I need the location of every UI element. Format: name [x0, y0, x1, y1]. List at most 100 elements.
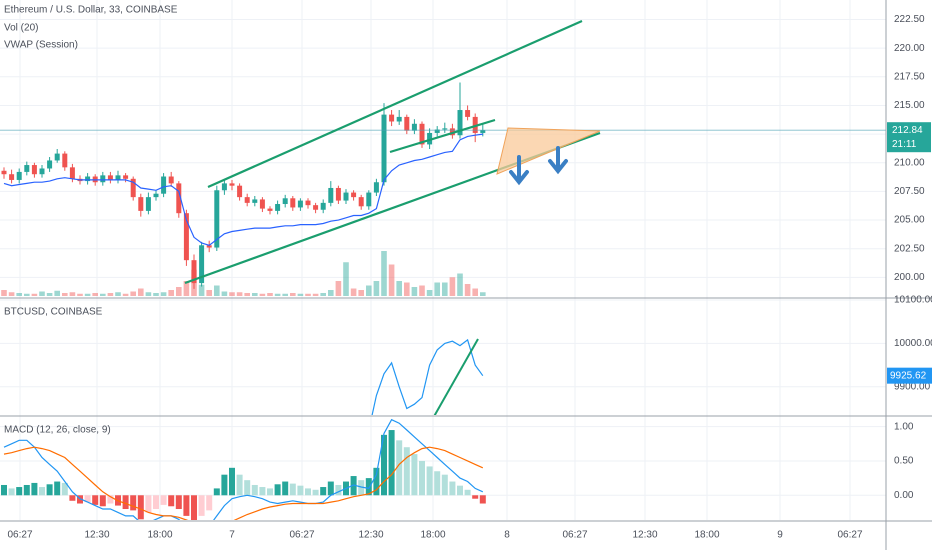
clip-group — [3, 446, 484, 520]
arrow-down — [509, 155, 529, 186]
volume-bar — [358, 290, 364, 296]
volume-bar — [107, 293, 114, 296]
last-value-tag — [887, 367, 932, 384]
candle-body — [153, 193, 159, 198]
arrow-down — [548, 146, 568, 175]
x-tick-label: 06:27 — [7, 530, 32, 541]
triangle — [496, 127, 601, 175]
histogram-bar — [282, 481, 289, 496]
macd-pane — [1, 430, 486, 520]
y-tick-label: 210.00 — [894, 157, 925, 168]
y-tick-label: 0.50 — [894, 456, 914, 467]
volume-bar — [198, 284, 205, 296]
volume-bar — [54, 290, 60, 296]
pane-title: MACD (12, 26, close, 9) — [4, 425, 111, 436]
volume-bar — [16, 293, 22, 296]
histogram-bar — [305, 488, 311, 496]
volume-bar — [381, 251, 387, 296]
volume-bar — [244, 293, 250, 296]
candle-body — [305, 200, 311, 206]
histogram-bar — [122, 495, 129, 510]
volume-bar — [320, 293, 326, 296]
volume-bar — [229, 292, 235, 296]
histogram-bar — [175, 495, 182, 510]
volume-bar — [92, 293, 98, 296]
volume-bar — [404, 282, 410, 296]
volume-bar — [480, 292, 486, 296]
candle-body — [138, 197, 144, 211]
histogram-bar — [99, 495, 106, 507]
candle-body — [206, 245, 212, 248]
histogram-bar — [244, 480, 251, 496]
x-tick-label: 7 — [229, 530, 235, 541]
candle-body — [176, 183, 182, 214]
x-tick-label: 12:30 — [358, 530, 383, 541]
marks — [0, 82, 886, 520]
volume-bar — [290, 293, 296, 296]
volume-bar — [31, 293, 38, 296]
volume-bar — [472, 288, 478, 296]
vwap-line — [3, 133, 483, 246]
histogram-bar — [137, 495, 144, 520]
volume-bar — [457, 273, 463, 296]
histogram-bar — [23, 484, 30, 496]
volume-bar — [214, 285, 220, 296]
histogram-bar — [381, 434, 387, 496]
candle-body — [297, 200, 303, 208]
candle-body — [229, 183, 235, 186]
histogram-bar — [312, 489, 319, 496]
histogram-bar — [259, 487, 266, 496]
candle-body — [183, 213, 189, 261]
histogram-bar — [365, 478, 372, 496]
btc-drawing — [433, 338, 479, 415]
histogram-bar — [16, 487, 23, 496]
signal-line — [3, 446, 484, 520]
histogram-bar — [267, 488, 273, 496]
histogram-bar — [274, 484, 281, 496]
candle-body — [290, 198, 296, 208]
volume-bar — [130, 291, 136, 296]
volume-bar — [419, 285, 425, 296]
histogram-bar — [46, 484, 53, 496]
candle-body — [335, 187, 341, 201]
histogram-bar — [153, 495, 159, 510]
histogram-bar — [39, 487, 45, 496]
histogram-bar — [327, 481, 334, 496]
volume-bar — [335, 281, 342, 296]
histogram-bar — [77, 495, 83, 504]
histogram-bar — [373, 467, 380, 496]
volume-bar — [77, 293, 83, 296]
histogram-bar — [297, 485, 304, 496]
x-tick-label: 8 — [504, 530, 510, 541]
volume-bar — [259, 293, 266, 296]
last-price-tag — [887, 122, 931, 153]
candle-body — [161, 176, 167, 194]
y-tick-label: 217.50 — [894, 71, 925, 82]
candle-body — [419, 123, 425, 145]
volume-bar — [39, 291, 45, 296]
pane-title: BTCUSD, COINBASE — [4, 307, 103, 318]
candle-body — [100, 175, 106, 183]
volume-bar — [411, 287, 418, 296]
histogram-bar — [183, 495, 190, 516]
volume-bar — [373, 281, 380, 296]
candle-body — [54, 153, 60, 161]
volume-bar — [328, 290, 334, 296]
volume-bar — [62, 293, 68, 296]
candle-body — [252, 199, 258, 203]
histogram-bar — [31, 482, 38, 496]
volume-bar — [115, 292, 121, 296]
volume-bar — [168, 290, 174, 296]
histogram-bar — [107, 495, 114, 504]
candle-body — [457, 110, 463, 136]
candle-body — [465, 110, 471, 117]
volume-bar — [153, 293, 159, 296]
price-pane — [1, 82, 486, 296]
histogram-bar — [426, 466, 433, 496]
volume-bar — [183, 281, 190, 296]
histogram-bar — [1, 484, 7, 496]
histogram-bar — [441, 474, 448, 496]
histogram-bar — [434, 471, 441, 496]
y-tick-label: 222.50 — [894, 14, 925, 25]
volume-bar — [176, 287, 182, 296]
